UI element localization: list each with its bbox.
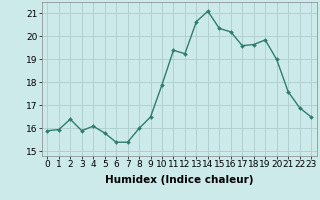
X-axis label: Humidex (Indice chaleur): Humidex (Indice chaleur) — [105, 175, 253, 185]
